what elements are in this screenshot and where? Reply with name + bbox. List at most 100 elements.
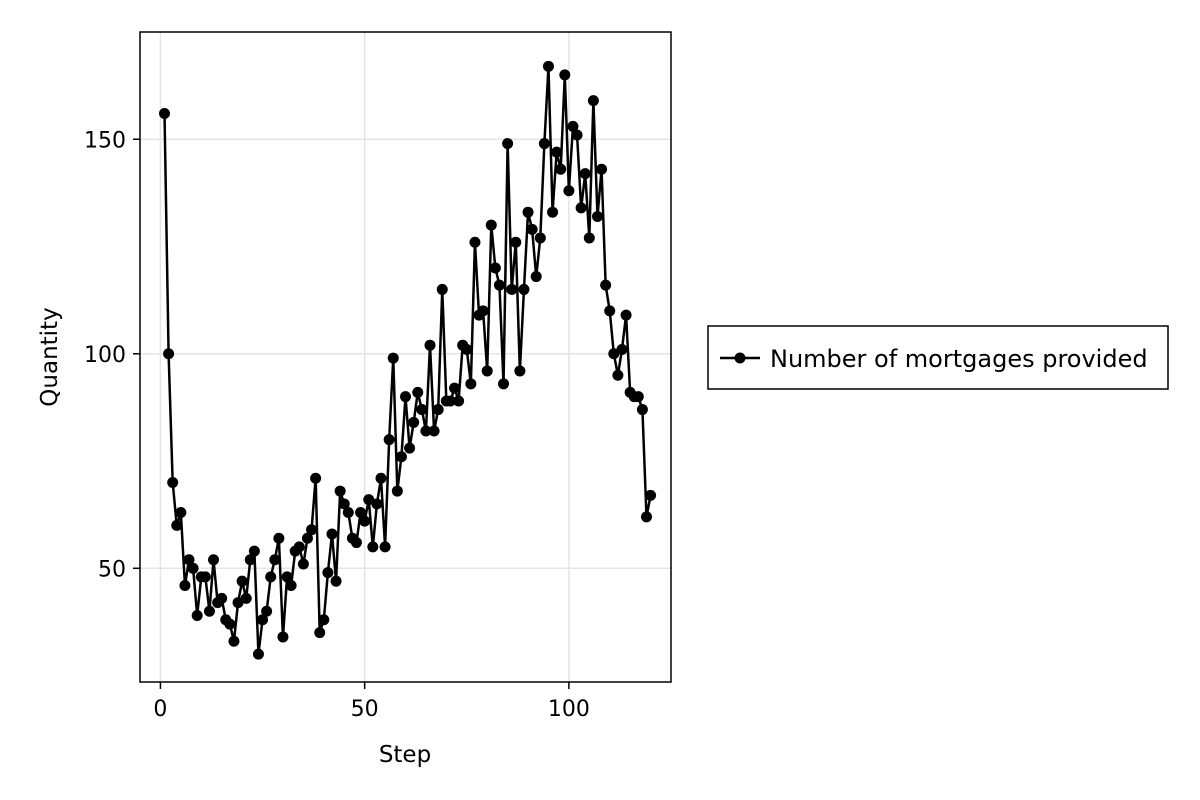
y-tick-label: 50 — [98, 557, 126, 582]
series-layer — [159, 60, 657, 660]
data-point — [191, 609, 203, 621]
data-point — [240, 592, 252, 604]
x-tick-label: 50 — [351, 697, 379, 722]
data-point — [542, 60, 554, 72]
data-point — [604, 305, 616, 317]
data-point — [416, 404, 428, 416]
x-tick-label: 100 — [548, 697, 590, 722]
data-point — [469, 236, 481, 248]
data-point — [608, 348, 620, 360]
data-point — [481, 365, 493, 377]
data-point — [187, 562, 199, 574]
data-point — [167, 476, 179, 488]
data-point — [620, 309, 632, 321]
data-point — [297, 558, 309, 570]
data-point — [591, 210, 603, 222]
data-point — [485, 219, 497, 231]
data-point — [493, 279, 505, 291]
data-point — [575, 202, 587, 214]
data-point — [301, 532, 313, 544]
y-tick-label: 150 — [84, 128, 126, 153]
data-point — [461, 343, 473, 355]
data-point — [387, 352, 399, 364]
data-point — [159, 108, 171, 120]
data-point — [534, 232, 546, 244]
data-point — [322, 567, 334, 579]
data-point — [314, 627, 326, 639]
data-point — [326, 528, 338, 540]
legend-marker — [734, 352, 746, 364]
data-point — [563, 185, 575, 197]
data-point — [645, 489, 657, 501]
plot-frame — [139, 31, 672, 683]
data-point — [640, 511, 652, 523]
data-point — [199, 571, 211, 583]
data-point — [383, 434, 395, 446]
data-point — [342, 507, 354, 519]
data-point — [228, 635, 240, 647]
x-tick-label: 0 — [153, 697, 167, 722]
data-point — [273, 532, 285, 544]
data-point — [579, 168, 591, 180]
data-point — [477, 305, 489, 317]
data-point — [600, 279, 612, 291]
data-point — [281, 571, 293, 583]
data-point — [330, 575, 342, 587]
data-point — [404, 442, 416, 454]
data-point — [183, 554, 195, 566]
data-point — [547, 206, 559, 218]
data-point — [285, 579, 297, 591]
data-point — [379, 541, 391, 553]
data-point — [522, 206, 534, 218]
series-line-0 — [163, 65, 652, 656]
legend-box — [707, 325, 1169, 390]
data-point — [224, 618, 236, 630]
x-axis-label: Step — [379, 742, 431, 768]
data-point — [424, 339, 436, 351]
y-tick-label: 100 — [84, 343, 126, 368]
data-point — [363, 494, 375, 506]
data-point — [269, 554, 281, 566]
data-point — [248, 545, 260, 557]
data-point — [453, 395, 465, 407]
data-point — [498, 378, 510, 390]
data-point — [489, 262, 501, 274]
data-point — [310, 472, 322, 484]
data-point — [252, 648, 264, 660]
data-point — [567, 120, 579, 132]
axis-ticks: 0 50 100 50 100 150 — [84, 128, 590, 722]
data-point — [367, 541, 379, 553]
data-point — [518, 283, 530, 295]
data-point — [261, 605, 273, 617]
data-point — [632, 391, 644, 403]
data-point — [526, 223, 538, 235]
data-point — [395, 451, 407, 463]
data-point — [334, 485, 346, 497]
data-point — [502, 138, 514, 150]
data-point — [449, 382, 461, 394]
data-point — [583, 232, 595, 244]
data-point — [306, 524, 318, 536]
data-point — [571, 129, 583, 141]
data-point — [359, 515, 371, 527]
data-point — [506, 283, 518, 295]
data-point — [612, 369, 624, 381]
data-point — [244, 554, 256, 566]
data-point — [179, 579, 191, 591]
data-point — [171, 519, 183, 531]
data-point — [636, 404, 648, 416]
data-point — [175, 507, 187, 519]
data-point — [510, 236, 522, 248]
data-point — [436, 283, 448, 295]
data-point — [163, 348, 175, 360]
data-point — [232, 597, 244, 609]
data-point — [432, 404, 444, 416]
data-point — [559, 69, 571, 81]
data-point — [375, 472, 387, 484]
y-axis-label: Quantity — [37, 307, 63, 406]
data-point — [538, 138, 550, 150]
data-point — [400, 391, 411, 403]
grid — [140, 32, 671, 682]
data-point — [587, 95, 599, 107]
data-point — [257, 614, 269, 626]
